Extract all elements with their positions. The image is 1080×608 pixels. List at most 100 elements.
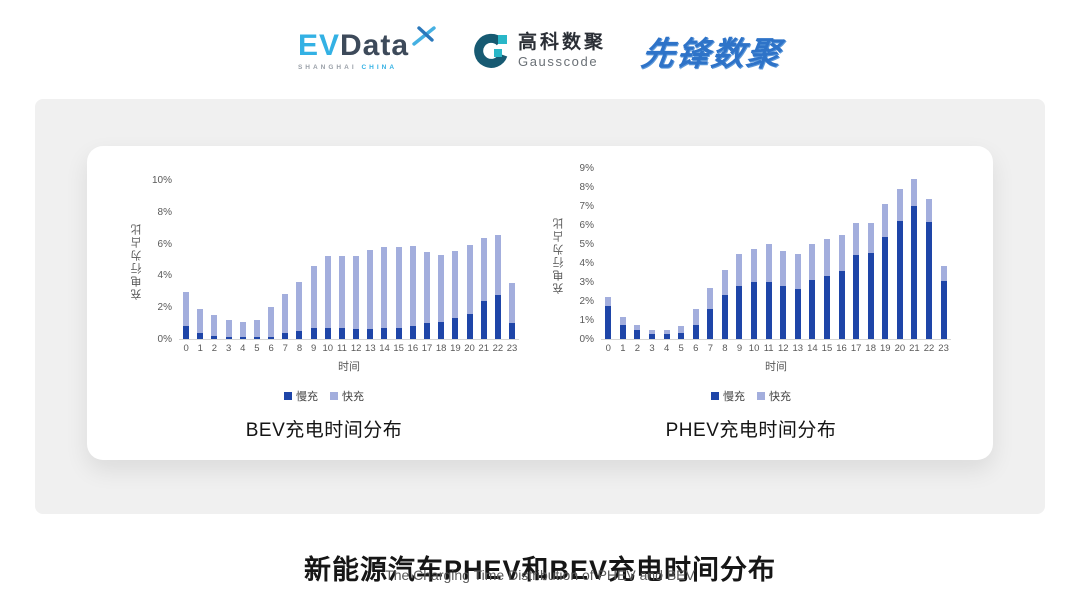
bar-column [878,204,893,339]
x-tick-label: 21 [478,343,489,354]
x-tick-label: 11 [763,343,774,354]
bar-segment-slow [452,318,459,339]
x-tick-label: 7 [707,343,713,354]
stacked-bar [765,244,772,339]
bar-segment-fast [466,245,473,314]
bar-column [732,253,747,339]
stacked-bar [310,265,317,339]
bar-segment-fast [692,308,699,325]
stacked-bar [225,319,232,339]
bar-segment-slow [809,280,816,339]
bar-segment-slow [619,324,626,339]
stacked-bar [867,223,874,339]
y-tick-label: 2% [157,302,172,314]
bar-segment-fast [239,321,246,338]
stacked-bar [882,204,889,339]
x-tick-label: 16 [836,343,847,354]
bar-column [849,223,864,339]
x-tick-label: 18 [865,343,876,354]
phev-y-axis-title: 充电行为占比 [553,215,565,294]
bar-column [377,246,391,339]
gausscode-en-text: Gausscode [518,53,599,69]
bev-chart: 充电行为占比 0% 2% 4% 6% 8% 10% 0 1 2 3 4 5 6 7 8 9 10 11 12 13 1… [129,175,519,442]
bar-column [434,254,448,339]
stacked-bar [809,244,816,339]
bar-segment-fast [605,297,612,306]
bar-column [236,321,250,339]
bar-column [491,234,505,339]
y-tick-label: 4% [157,270,172,282]
x-tick-label: 19 [879,343,891,354]
bar-column [307,265,321,339]
bar-segment-fast [395,246,402,328]
bev-legend: 慢充 快充 [129,388,519,404]
bar-column [462,245,476,339]
x-tick-label: 8 [296,343,303,354]
bar-segment-slow [896,221,903,339]
bar-column [718,269,733,339]
bar-column [392,246,406,339]
bar-segment-fast [940,265,947,282]
evdata-logo: EV Data SHANGHAI CHINA [297,26,437,71]
bev-y-ticks: 0% 2% 4% 6% 8% 10% [143,175,179,345]
x-tick-label: 6 [693,343,699,354]
evdata-ev-text: EV [297,29,340,62]
bar-column [776,250,791,339]
legend-item: 慢充 [284,388,318,404]
y-tick-label: 6% [157,238,172,250]
bar-segment-fast [324,256,331,328]
bar-segment-slow [409,325,416,339]
y-tick-label: 0% [579,334,594,345]
legend-swatch [757,392,765,400]
bar-column [222,319,236,339]
bar-segment-slow [324,327,331,339]
bar-column [250,319,264,339]
legend-item: 快充 [757,388,791,404]
bar-segment-fast [253,319,260,338]
bar-column [688,308,703,339]
x-tick-label: 9 [310,343,317,354]
x-tick-label: 10 [322,343,334,354]
y-tick-label: 7% [579,201,594,212]
bar-segment-slow [338,327,345,339]
bar-segment-fast [823,239,830,277]
bar-segment-fast [721,269,728,296]
bar-segment-slow [268,336,275,339]
legend-swatch [711,392,719,400]
stacked-bar [838,234,845,339]
stacked-bar [466,245,473,339]
bar-column [193,308,207,339]
bar-segment-slow [494,295,501,339]
x-tick-label: 23 [506,343,518,354]
bar-segment-slow [853,255,860,339]
stacked-bar [794,253,801,339]
stacked-bar [395,246,402,339]
bar-segment-fast [268,307,275,337]
x-tick-label: 2 [634,343,641,354]
bar-segment-slow [310,327,317,339]
x-tick-label: 5 [254,343,260,354]
bev-bars [179,181,519,340]
bar-segment-slow [707,308,714,339]
legend-item: 快充 [330,388,364,404]
bar-segment-fast [282,294,289,334]
y-tick-label: 8% [579,182,594,193]
bar-segment-slow [211,335,218,339]
phev-x-ticks: 0 1 2 3 4 5 6 7 8 9 10 11 12 13 14 15 16 17 18 19 20 21 22 23 [601,343,951,354]
bar-segment-slow [634,330,641,339]
bar-column [349,255,363,339]
g-ring-icon [474,33,508,68]
stacked-bar [926,199,932,339]
bar-column [834,234,849,339]
x-tick-label: 7 [282,343,288,354]
y-tick-label: 3% [579,277,594,288]
bar-segment-fast [765,244,772,282]
x-tick-label: 1 [620,343,626,354]
bar-column [477,238,491,339]
bar-segment-fast [911,179,918,206]
bar-segment-fast [424,251,430,324]
gausscode-cn-text: 高科数聚 [518,31,607,53]
bar-segment-slow [721,295,728,339]
phev-chart: 充电行为占比 0% 1% 2% 3% 4% 5% 6% 7% 8% 9% 0 1 2 3 4 5 6 7 8 9 10… [551,163,951,442]
stacked-bar [721,269,728,339]
